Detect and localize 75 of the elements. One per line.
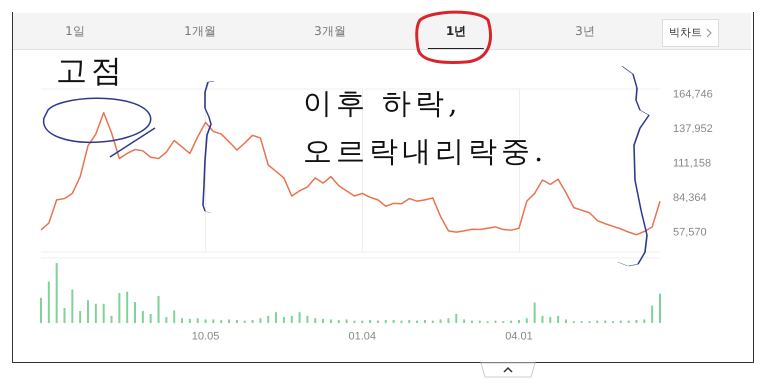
bar: [212, 319, 214, 323]
bar: [282, 317, 285, 323]
y-tick-label: 164,746: [673, 88, 713, 100]
bar: [424, 320, 426, 323]
bar: [384, 320, 387, 323]
bar: [306, 316, 308, 323]
bar: [338, 320, 340, 323]
bar: [455, 314, 458, 323]
text: 빅차트: [669, 25, 702, 41]
bar: [196, 318, 199, 323]
bar: [204, 319, 207, 323]
bar: [87, 300, 90, 323]
bar: [314, 318, 316, 323]
text: 1년: [428, 23, 484, 49]
bar: [635, 320, 638, 323]
bar: [651, 306, 654, 323]
text: 3개월: [314, 23, 346, 40]
text: 1개월: [184, 23, 216, 40]
bar: [165, 317, 168, 323]
bar: [158, 296, 160, 323]
bar: [142, 311, 144, 323]
bar: [188, 318, 191, 323]
bar: [463, 319, 466, 323]
bar: [134, 302, 136, 323]
y-tick-label: 111,158: [673, 158, 712, 170]
y-tick-label: 137,952: [673, 122, 713, 135]
bar: [322, 318, 324, 323]
bar: [173, 310, 176, 323]
x-tick-label: 04.01: [505, 330, 533, 342]
bar: [48, 282, 50, 323]
bar: [71, 289, 74, 323]
bar: [220, 320, 222, 323]
bar: [298, 312, 301, 323]
bar: [346, 319, 348, 323]
bar: [259, 318, 262, 323]
bar: [541, 316, 544, 323]
annotation: 오르락내리락중.: [303, 133, 548, 170]
x-tick-label: 01.04: [348, 330, 376, 342]
bar: [79, 311, 82, 323]
bar: [408, 320, 410, 323]
bar: [118, 293, 120, 323]
bar: [549, 317, 552, 323]
bar: [102, 304, 105, 323]
bar: [564, 319, 567, 323]
bar: [181, 318, 184, 323]
bar: [440, 319, 442, 323]
bar: [94, 304, 97, 323]
annotation: 이후 하락,: [303, 85, 462, 122]
bar: [267, 316, 270, 323]
bar: [228, 319, 230, 323]
bar: [392, 320, 395, 323]
bar: [330, 319, 332, 323]
text: 1일: [65, 23, 85, 40]
bar: [236, 320, 238, 323]
x-tick-label: 10.05: [192, 330, 220, 342]
bar: [126, 292, 128, 323]
bar: [518, 320, 520, 323]
bar: [369, 320, 372, 323]
bar: [290, 316, 293, 323]
y-tick-label: 57,570: [673, 226, 707, 239]
bar: [275, 312, 278, 323]
bar: [150, 314, 152, 323]
bar: [659, 294, 661, 323]
text: 3년: [575, 23, 595, 40]
bar: [447, 318, 450, 323]
bar: [40, 298, 42, 323]
bar: [56, 263, 58, 323]
bar: [252, 320, 254, 323]
y-tick-label: 84,364: [673, 192, 707, 204]
bar: [534, 302, 536, 323]
bar: [110, 316, 113, 323]
bar: [557, 316, 560, 323]
bar: [643, 319, 646, 323]
annotation: 고점: [56, 52, 126, 91]
bar: [526, 318, 528, 323]
